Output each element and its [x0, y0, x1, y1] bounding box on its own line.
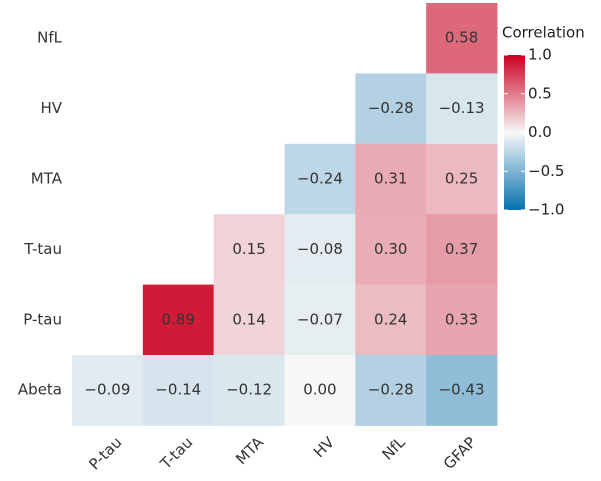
y-tick-label: NfL [37, 29, 63, 47]
cell-label: −0.24 [297, 170, 343, 188]
cell-label: −0.13 [439, 99, 485, 117]
heatmap-cell [426, 143, 498, 215]
colorbar-tick-label: −0.5 [528, 162, 564, 180]
heatmap-cell [284, 143, 356, 215]
heatmap-cell [142, 284, 215, 356]
y-tick-label: T-tau [23, 240, 62, 258]
heatmap-cell [142, 355, 215, 426]
heatmap-cell [426, 73, 498, 145]
heatmap-cell [426, 3, 498, 74]
cell-label: 0.00 [303, 381, 336, 399]
cell-label: −0.07 [297, 310, 343, 328]
cell-label: 0.58 [445, 29, 478, 47]
y-tick-label: MTA [31, 170, 63, 188]
heatmap-cell [284, 284, 356, 356]
cell-label: 0.89 [162, 310, 195, 328]
colorbar-tick-label: −1.0 [528, 201, 564, 219]
cell-label: 0.24 [374, 310, 407, 328]
cell-label: 0.25 [445, 170, 478, 188]
colorbar-tick-label: 1.0 [528, 46, 552, 64]
cell-label: −0.43 [439, 381, 485, 399]
y-tick-label: HV [40, 99, 62, 117]
cell-label: 0.15 [232, 240, 265, 258]
x-tick-label: P-tau [85, 433, 125, 473]
x-tick-label: HV [310, 433, 338, 461]
cell-label: 0.30 [374, 240, 407, 258]
cell-label: −0.09 [84, 381, 130, 399]
heatmap-cell [355, 143, 427, 215]
colorbar-tick-label: 0.0 [528, 123, 552, 141]
heatmap-cell [355, 214, 427, 286]
heatmap-cell [213, 214, 285, 286]
heatmap-cell [284, 355, 356, 426]
cell-label: 0.33 [445, 310, 478, 328]
colorbar [504, 55, 525, 210]
colorbar-title: Correlation [502, 24, 585, 42]
heatmap-cell [213, 355, 285, 426]
heatmap-cell [72, 355, 144, 426]
heatmap-cell [355, 73, 427, 145]
cell-label: 0.37 [445, 240, 478, 258]
heatmap-cell [213, 284, 285, 356]
x-tick-label: MTA [232, 433, 267, 468]
cell-label: −0.08 [297, 240, 343, 258]
heatmap-cell [426, 214, 498, 286]
x-tick-label: GFAP [440, 433, 480, 473]
heatmap-cell [355, 355, 427, 426]
cell-label: −0.28 [368, 381, 414, 399]
x-tick-label: NfL [378, 433, 409, 464]
colorbar-tick-label: 0.5 [528, 84, 552, 102]
heatmap-cell [426, 284, 498, 356]
heatmap-cell [284, 214, 356, 286]
cell-label: −0.28 [368, 99, 414, 117]
heatmap-cell [355, 284, 427, 356]
cell-label: 0.14 [232, 310, 265, 328]
y-tick-label: Abeta [18, 381, 62, 399]
y-tick-label: P-tau [23, 310, 62, 328]
cell-label: 0.31 [374, 170, 407, 188]
x-tick-label: T-tau [156, 433, 196, 473]
cell-label: −0.12 [226, 381, 272, 399]
cell-label: −0.14 [155, 381, 201, 399]
heatmap-cell [426, 355, 498, 426]
